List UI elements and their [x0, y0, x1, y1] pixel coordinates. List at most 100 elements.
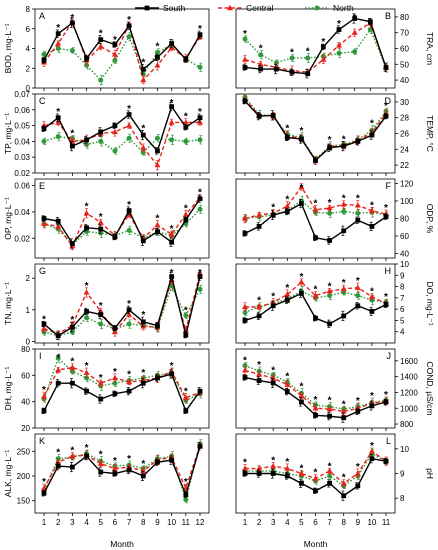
marker-square: [155, 229, 160, 235]
series-line: [244, 28, 387, 68]
significance-star: *: [184, 111, 188, 122]
marker-triangle: [168, 231, 175, 237]
marker-triangle: [242, 367, 248, 373]
marker-square: [155, 54, 160, 60]
marker-square: [112, 123, 118, 128]
significance-star: *: [56, 23, 60, 34]
series-south: [41, 194, 203, 249]
marker-triangle: [340, 201, 347, 207]
marker-circle: [98, 77, 104, 83]
marker-square: [327, 413, 332, 419]
y-tick-label: 0: [26, 337, 31, 346]
marker-square: [341, 228, 347, 234]
marker-square: [313, 157, 318, 163]
y-tick-label: 80: [21, 345, 30, 354]
y-tick-label: 200: [17, 472, 31, 481]
significance-star: *: [299, 272, 303, 283]
series-line: [43, 135, 201, 154]
panel-letter: D: [385, 96, 392, 106]
marker-square: [55, 380, 61, 386]
marker-square: [126, 208, 132, 213]
panel-letter: G: [39, 266, 46, 276]
marker-triangle: [41, 325, 47, 331]
significance-star: *: [353, 13, 357, 24]
panel-letter: H: [385, 266, 392, 276]
marker-square: [242, 375, 248, 380]
marker-circle: [327, 473, 333, 479]
series-central: [41, 442, 203, 493]
marker-square: [55, 31, 61, 37]
series-north: [41, 204, 203, 248]
marker-square: [270, 380, 276, 386]
significance-star: *: [70, 357, 74, 368]
marker-triangle: [55, 223, 62, 229]
series-south: [242, 97, 389, 164]
marker-square: [126, 307, 132, 313]
y-tick-label: 6: [26, 25, 31, 34]
legend-item-north: North: [305, 3, 354, 13]
marker-circle: [242, 36, 248, 42]
marker-triangle: [256, 371, 263, 377]
significance-star: *: [370, 119, 374, 130]
marker-triangle: [69, 364, 76, 370]
marker-triangle: [97, 380, 104, 386]
marker-square: [155, 148, 160, 154]
marker-triangle: [55, 458, 62, 465]
marker-circle: [341, 208, 347, 214]
marker-circle: [197, 206, 203, 212]
y-tick-label: 9: [400, 271, 405, 280]
marker-square: [369, 456, 375, 462]
y-tick-label: 80: [400, 13, 409, 22]
marker-square: [284, 135, 290, 140]
panel-frame: [34, 178, 210, 259]
x-tick-label: 9: [155, 518, 160, 527]
marker-triangle: [242, 303, 248, 310]
marker-triangle: [368, 448, 375, 454]
y-tick-label: 0.04: [14, 137, 30, 146]
panel-frame: [34, 93, 210, 174]
significance-star: *: [370, 200, 374, 211]
significance-star: *: [271, 203, 275, 214]
marker-square: [112, 325, 118, 331]
significance-star: *: [384, 101, 388, 112]
marker-circle: [154, 49, 160, 55]
marker-square: [169, 239, 175, 245]
significance-star: *: [384, 203, 388, 214]
marker-triangle: [336, 42, 342, 48]
series-line: [43, 105, 201, 153]
marker-triangle: [140, 467, 147, 474]
marker-square: [355, 483, 361, 489]
marker-square: [140, 66, 146, 72]
y-tick-label: 8: [400, 283, 405, 292]
marker-triangle: [340, 480, 347, 486]
marker-square: [299, 290, 304, 296]
marker-circle: [41, 51, 47, 57]
marker-square: [183, 408, 189, 414]
panel-letter: A: [39, 11, 45, 21]
marker-square: [299, 136, 304, 142]
significance-star: *: [328, 461, 332, 472]
marker-square: [169, 274, 175, 280]
marker-circle: [112, 148, 118, 154]
marker-square: [284, 209, 290, 214]
significance-star: *: [356, 194, 360, 205]
significance-star: *: [170, 361, 174, 372]
x-tick-label: 3: [271, 518, 276, 527]
significance-star: *: [99, 28, 103, 39]
marker-triangle: [256, 303, 263, 310]
series-line: [244, 22, 387, 73]
y-axis-label: DO, mg·L⁻¹: [425, 281, 435, 325]
marker-square: [383, 214, 389, 220]
significance-star: *: [285, 124, 289, 135]
marker-square: [84, 388, 89, 394]
y-axis-label: TEMP, °C: [425, 115, 435, 152]
significance-star: *: [370, 441, 374, 452]
marker-triangle: [111, 51, 118, 57]
marker-triangle: [256, 465, 263, 471]
y-tick-label: 1200: [400, 388, 418, 397]
panel-letter: E: [39, 181, 45, 191]
significance-star: *: [184, 477, 188, 488]
y-tick-label: 9: [400, 470, 405, 479]
significance-star: *: [184, 387, 188, 398]
